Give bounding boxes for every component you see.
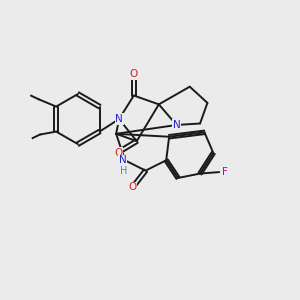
Text: H: H [120,166,127,176]
Text: N: N [119,155,127,165]
Text: O: O [114,148,123,158]
Text: N: N [115,114,123,124]
Text: N: N [172,120,180,130]
Text: O: O [130,69,138,79]
Text: F: F [222,167,227,177]
Text: O: O [128,182,136,192]
